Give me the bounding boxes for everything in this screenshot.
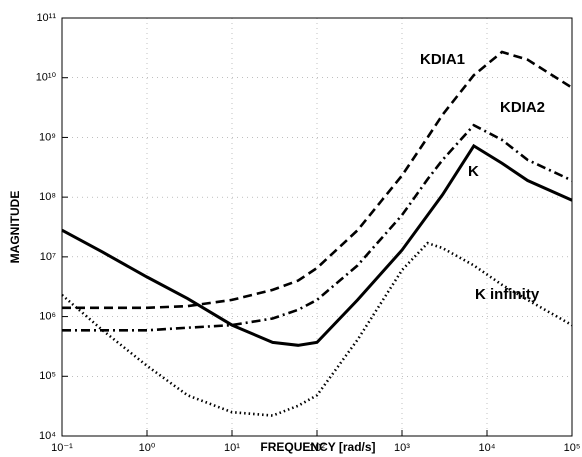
series-line bbox=[62, 50, 573, 310]
x-tick-label: 10² bbox=[309, 442, 325, 454]
x-tick-label: 10⁻¹ bbox=[51, 442, 73, 454]
series-line bbox=[62, 123, 573, 332]
series-label: K bbox=[468, 163, 479, 180]
series-label: KDIA1 bbox=[420, 51, 465, 68]
x-axis-label: FREQUENCY [rad/s] bbox=[260, 440, 375, 454]
y-tick-label: 10¹⁰ bbox=[36, 72, 57, 84]
y-axis-label: MAGNITUDE bbox=[8, 191, 22, 264]
y-tick-label: 10¹¹ bbox=[36, 12, 56, 24]
y-tick-label: 10⁹ bbox=[39, 131, 56, 143]
x-tick-label: 10⁰ bbox=[139, 442, 156, 454]
series-label: K infinity bbox=[475, 286, 540, 303]
y-tick-label: 10⁶ bbox=[39, 310, 56, 322]
y-tick-label: 10⁷ bbox=[40, 251, 56, 263]
y-tick-label: 10⁸ bbox=[39, 191, 56, 203]
plot-frame bbox=[61, 17, 573, 437]
series-line bbox=[61, 241, 573, 417]
x-tick-label: 10³ bbox=[394, 442, 410, 454]
y-tick-label: 10⁴ bbox=[39, 430, 56, 442]
x-tick-label: 10¹ bbox=[224, 442, 240, 454]
x-tick-label: 10⁴ bbox=[479, 442, 496, 454]
x-tick-label: 10⁵ bbox=[564, 442, 581, 454]
series-label: KDIA2 bbox=[500, 99, 545, 116]
series-line bbox=[61, 143, 573, 347]
y-tick-label: 10⁵ bbox=[39, 370, 56, 382]
